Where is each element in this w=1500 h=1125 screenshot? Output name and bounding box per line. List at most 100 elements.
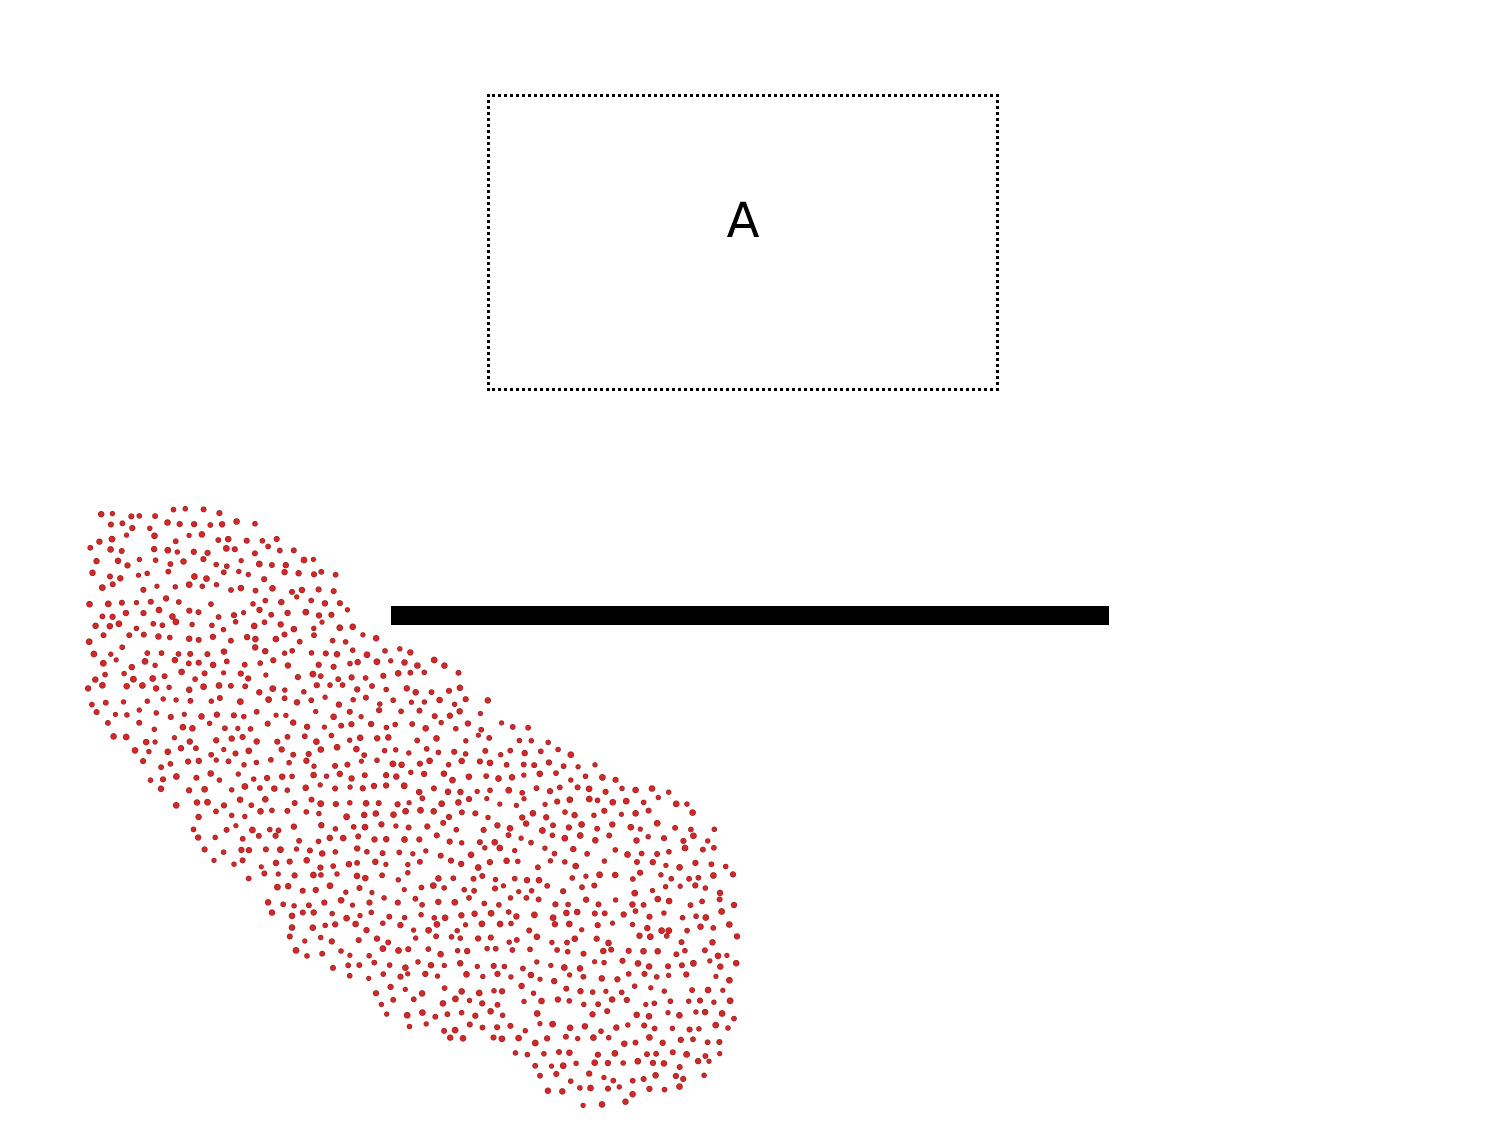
dot (154, 583, 160, 589)
dot (595, 901, 602, 908)
dot (415, 788, 423, 796)
dot (230, 712, 237, 719)
dot (328, 732, 335, 739)
dot (421, 699, 428, 705)
dot (396, 849, 403, 856)
dot (523, 895, 530, 901)
dot (99, 659, 107, 667)
dot (186, 738, 193, 745)
dot (128, 663, 136, 671)
dot (167, 761, 174, 767)
dot (410, 851, 416, 857)
dot (423, 1021, 429, 1027)
dot (566, 972, 573, 978)
dot (402, 807, 409, 815)
dot (86, 600, 93, 608)
dot (634, 960, 642, 967)
dot (301, 733, 308, 740)
dot (216, 777, 223, 783)
dot (591, 882, 598, 889)
dot (375, 800, 382, 807)
dot (494, 970, 501, 977)
dot (418, 990, 426, 997)
dot (456, 708, 463, 715)
dot (586, 1070, 593, 1077)
dot (361, 752, 368, 758)
dot (122, 733, 130, 741)
dot (269, 685, 277, 692)
dot (93, 557, 100, 565)
dot (195, 609, 202, 616)
dot (179, 723, 187, 731)
dot (653, 819, 661, 827)
dot (310, 571, 318, 578)
dot (508, 974, 514, 980)
dot (372, 810, 380, 817)
dot (665, 927, 673, 934)
dot (654, 851, 661, 857)
dot (161, 673, 168, 680)
dot (592, 762, 598, 768)
dot (522, 820, 530, 827)
dot (104, 719, 111, 726)
dot (425, 946, 432, 952)
dot (354, 658, 361, 666)
dot (87, 544, 94, 551)
dot (582, 896, 590, 903)
dot (587, 1084, 594, 1092)
dot (441, 914, 449, 922)
dot (268, 909, 276, 916)
dot (690, 832, 697, 840)
dot (245, 875, 252, 882)
dot (231, 546, 238, 553)
dot (457, 788, 464, 796)
dot (286, 858, 293, 865)
dot (153, 710, 160, 716)
dot (418, 884, 425, 891)
dot (625, 971, 632, 977)
dot (471, 887, 477, 894)
dot (232, 750, 239, 757)
dot (85, 638, 93, 646)
dot (458, 809, 465, 816)
dot (167, 561, 174, 567)
dot (606, 832, 613, 839)
dot (309, 924, 317, 931)
dot (371, 836, 378, 843)
dot (308, 597, 315, 604)
dot (292, 947, 300, 954)
dot (551, 977, 558, 985)
dot (622, 797, 630, 805)
dot (676, 864, 683, 871)
dot (490, 962, 497, 969)
dot (474, 963, 480, 970)
dot (644, 924, 651, 932)
dot (629, 921, 636, 928)
dot (369, 683, 375, 689)
dot (652, 1072, 659, 1079)
dot (129, 675, 137, 683)
dot (237, 670, 244, 677)
dot (589, 989, 596, 995)
dot (465, 795, 473, 803)
dot (406, 1023, 413, 1030)
dot (680, 1075, 687, 1082)
dot (578, 821, 585, 828)
dot (332, 785, 339, 792)
dot (129, 524, 136, 532)
dot (322, 922, 328, 929)
dot (505, 832, 512, 839)
dot (407, 649, 414, 656)
dot (677, 883, 683, 889)
dot (247, 726, 254, 732)
dot (290, 547, 297, 554)
dot (126, 632, 133, 639)
dot (150, 620, 157, 627)
dot (231, 861, 237, 867)
dot (620, 1060, 627, 1066)
dot (289, 647, 296, 654)
dot (164, 546, 172, 554)
dot (147, 777, 154, 783)
dot (644, 1051, 650, 1058)
dot (494, 1001, 501, 1008)
